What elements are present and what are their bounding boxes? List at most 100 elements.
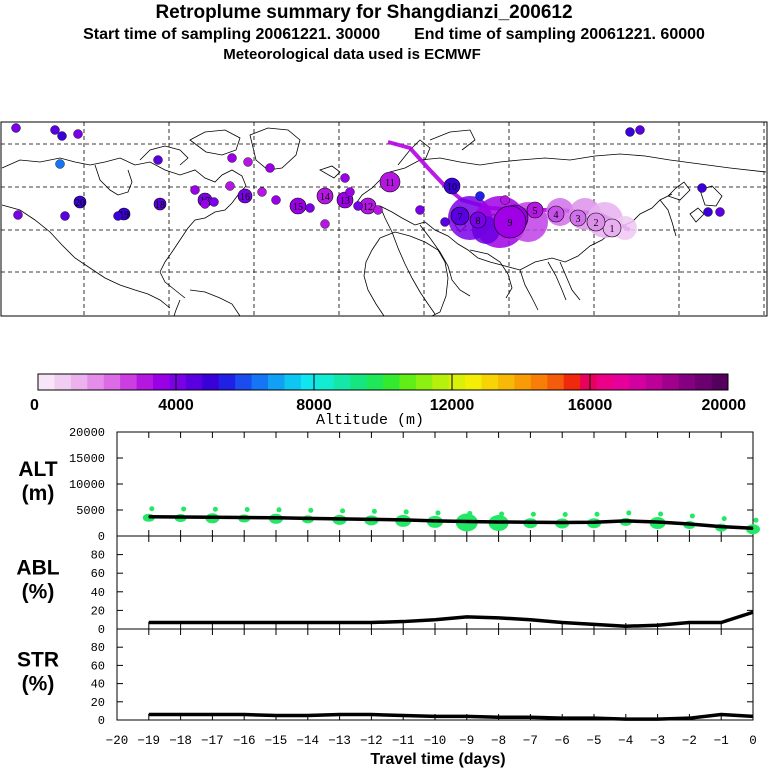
map-cluster-label: 2 [594,218,599,229]
series-point [688,523,691,525]
panel-ylabel: STR [17,649,59,672]
series-point [339,713,341,716]
colorbar-cell [87,374,105,390]
series-point [243,713,245,716]
series-point [307,517,309,519]
panel-ylabel: ALT [18,458,57,481]
map-cluster-label: 15 [293,202,303,213]
map-cluster-dot [440,217,450,227]
series-line [148,610,754,628]
colorbar-cell [514,374,532,390]
colorbar-cell [103,374,121,390]
colorbar-cell [547,374,565,390]
altitude-cluster-blob [212,506,218,512]
altitude-cluster-blob [467,510,473,516]
x-tick-label: −6 [555,734,570,748]
sampling-times: Start time of sampling 20061221. 30000 En… [10,26,768,44]
colorbar-cell [481,374,499,390]
colorbar-cell [695,374,712,390]
y-tick-label: 20 [91,696,105,710]
y-tick-label: 80 [91,641,105,655]
y-tick-label: 60 [91,567,105,581]
colorbar-cell [498,374,515,390]
series-point [339,621,341,624]
y-tick-label: 60 [91,659,105,673]
colorbar-cell [218,374,236,390]
altitude-cluster-blob [276,507,282,513]
map-cluster-dot [209,197,219,207]
colorbar-cell [662,374,680,390]
map-cluster-dot [257,187,267,197]
met-data-note: Meteorological data used is ECMWF [223,46,481,63]
series-point [720,713,722,716]
map-cluster-dot [475,191,485,201]
world-map: 1234567891011121314151617181920 [0,121,768,317]
x-tick-label: −3 [650,734,665,748]
map-cluster-dot [340,173,350,183]
colorbar-cell [645,374,663,390]
series-point [466,715,468,717]
series-point [657,521,659,523]
map-cluster-dot [57,131,67,141]
map-cluster-marker [443,177,461,195]
altitude-cluster-blob [308,507,314,513]
colorbar-cell [235,374,252,390]
y-tick-label: 0 [98,714,105,728]
map-cluster-dot [55,159,65,169]
map-cluster-dot [227,153,237,163]
map-cluster-label: 19 [119,210,129,221]
series-point [561,521,563,524]
colorbar-tick-label: 12000 [430,397,475,414]
colorbar-tick-label: 8000 [296,397,332,414]
panel-str: 80 60 40 20 0 STR(%) [17,628,754,728]
y-tick-label: 40 [91,678,105,692]
y-tick-label: 40 [91,586,105,600]
series-point [720,621,722,624]
altitude-cluster-blob [371,508,377,514]
x-tick-label: 0 [749,734,757,748]
colorbar-tick-label: 20000 [702,397,747,414]
series-point [688,621,691,624]
panel-ylabel: ABL [16,557,59,580]
map-cluster-label: 20 [75,198,85,209]
x-tick-label: −5 [586,734,601,748]
map-cluster-dot [11,123,21,133]
altitude-cluster-blob [149,506,155,512]
series-point [275,621,277,624]
y-tick-label: 0 [98,623,105,637]
map-cluster-label: 9 [508,218,513,229]
altitude-cluster-blob [689,513,695,519]
x-axis-label: Travel time (days) [370,751,505,768]
x-tick-label: −4 [618,734,633,748]
map-cluster-marker [469,211,487,229]
colorbar-cell [136,374,154,390]
y-tick-label: 0 [98,530,105,544]
series-point [529,619,532,621]
series-point [688,717,691,719]
altitude-cluster-blob [435,510,441,516]
series-point [370,518,372,520]
panel-frame [116,535,754,630]
map-cluster-dot [415,205,425,215]
colorbar-cell [678,374,696,390]
map-cluster-label: 3 [576,214,581,225]
series-point [561,621,563,624]
map-cluster-dot [243,157,253,167]
panel-ylabel: (%) [22,673,55,696]
map-cluster-label: 14 [320,192,330,203]
panel-alt: 20000 15000 10000 5000 0 ALT(m) [18,426,760,544]
series-point [211,713,213,716]
map-cluster-dot [271,195,281,205]
series-point [402,519,404,521]
map-cluster-marker [493,205,527,239]
series-point [593,521,595,523]
series-point [434,619,436,621]
x-tick-label: −2 [682,734,697,748]
y-tick-label: 10000 [69,478,105,492]
x-tick-label: −16 [233,734,256,748]
map-cluster-dot [60,211,70,221]
altitude-cluster-blob [594,511,600,517]
series-point [434,520,436,522]
altitude-cluster-blob [244,507,250,513]
